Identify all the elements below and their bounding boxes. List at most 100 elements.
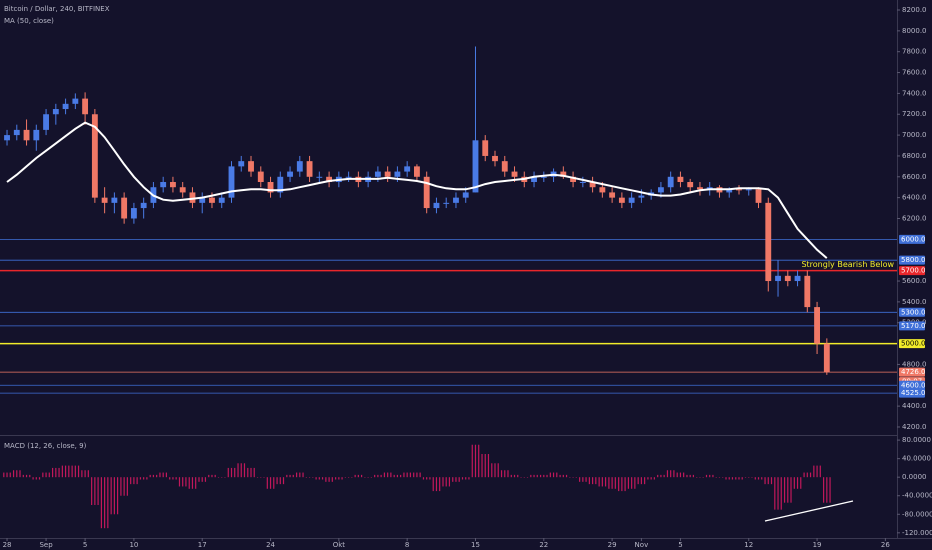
- macd-bar: [159, 472, 161, 478]
- y-tick-label: 6400.0: [902, 194, 927, 202]
- candle-body: [540, 176, 547, 178]
- macd-bar: [435, 477, 438, 492]
- macd-bar: [156, 474, 158, 478]
- macd-bar: [653, 477, 655, 480]
- macd-bar: [113, 477, 115, 515]
- macd-bar: [673, 470, 675, 478]
- candle-body: [501, 161, 508, 172]
- macd-bar: [689, 474, 691, 478]
- macd-bar: [513, 474, 516, 478]
- macd-bar: [61, 465, 63, 478]
- macd-bar: [448, 477, 451, 487]
- macd-bar: [539, 474, 542, 478]
- macd-bar: [718, 477, 721, 478]
- level-label: 4726.0: [901, 368, 926, 376]
- macd-bar: [806, 472, 808, 478]
- candle-body: [33, 129, 40, 141]
- macd-bar: [640, 477, 642, 485]
- macd-bar: [748, 477, 750, 478]
- macd-bar: [338, 477, 340, 480]
- macd-bar: [126, 477, 128, 496]
- macd-bar: [263, 477, 265, 478]
- x-tick-label: 29: [608, 541, 617, 549]
- macd-bar: [273, 477, 275, 489]
- macd-bar: [634, 477, 636, 489]
- macd-bar: [439, 477, 441, 492]
- macd-bar: [816, 465, 818, 478]
- macd-bar: [94, 477, 96, 506]
- macd-bar: [683, 472, 685, 478]
- macd-bar: [614, 477, 616, 489]
- macd-bar: [813, 465, 815, 478]
- macd-bar: [657, 474, 659, 478]
- chart-title: Bitcoin / Dollar, 240, BITFINEX: [4, 5, 110, 13]
- y-tick-label: 6800.0: [902, 152, 927, 160]
- candle-body: [160, 182, 167, 188]
- macd-bar: [139, 477, 142, 480]
- macd-bar: [396, 474, 399, 478]
- macd-bar: [465, 477, 467, 480]
- macd-bar: [367, 477, 369, 478]
- x-tick-label: 10: [129, 541, 138, 549]
- macd-bar: [536, 474, 538, 478]
- macd-bar: [455, 477, 457, 482]
- macd-bar: [305, 477, 307, 478]
- macd-bar: [618, 477, 620, 492]
- macd-bar: [754, 477, 756, 480]
- macd-bar: [38, 477, 41, 480]
- macd-bar: [660, 474, 662, 478]
- candle-body: [560, 171, 567, 177]
- macd-bar: [585, 477, 587, 482]
- macd-bar: [692, 474, 695, 478]
- macd-bar: [774, 477, 776, 510]
- macd-bar: [81, 470, 83, 478]
- candle-body: [687, 182, 694, 188]
- macd-bar: [474, 444, 477, 478]
- macd-bar: [715, 477, 717, 478]
- candle-body: [667, 176, 674, 188]
- y-tick-label: 5600.0: [902, 277, 927, 285]
- macd-bar: [770, 477, 773, 485]
- macd-bar: [533, 474, 535, 478]
- macd-bar: [64, 465, 67, 478]
- candle-body: [618, 197, 625, 203]
- macd-bar: [559, 474, 561, 478]
- macd-bar: [644, 477, 646, 485]
- macd-bar: [247, 467, 249, 478]
- macd-bar: [484, 454, 486, 478]
- x-tick-label: 5: [678, 541, 682, 549]
- candle-body: [482, 140, 489, 156]
- macd-bar: [728, 477, 730, 480]
- macd-bar: [676, 472, 678, 478]
- candle-body: [794, 275, 801, 282]
- macd-bar: [800, 477, 802, 489]
- macd-tick-label: -80.0000: [902, 510, 932, 518]
- candle-body: [345, 176, 352, 178]
- candle-body: [579, 182, 586, 184]
- trend-line: [764, 500, 854, 522]
- x-tick-label: 28: [3, 541, 12, 549]
- macd-bar: [178, 477, 181, 487]
- macd-bar: [136, 477, 138, 485]
- macd-bar: [279, 477, 281, 485]
- macd-bar: [16, 470, 18, 478]
- macd-bar: [204, 477, 207, 482]
- macd-bar: [409, 472, 411, 478]
- macd-bar: [793, 477, 795, 489]
- macd-bar: [507, 470, 509, 478]
- macd-bar: [565, 474, 568, 478]
- macd-bar: [422, 477, 425, 480]
- macd-bar: [318, 477, 320, 480]
- candle-body: [189, 192, 196, 203]
- macd-bar: [403, 472, 405, 478]
- candle-body: [287, 171, 293, 177]
- candle-body: [384, 171, 391, 177]
- macd-bar: [77, 465, 80, 478]
- macd-bar: [461, 477, 464, 480]
- macd-bar: [68, 465, 70, 478]
- macd-bar: [413, 472, 415, 478]
- macd-bar: [400, 474, 402, 478]
- level-label-box: [899, 266, 925, 276]
- macd-bar: [826, 477, 828, 503]
